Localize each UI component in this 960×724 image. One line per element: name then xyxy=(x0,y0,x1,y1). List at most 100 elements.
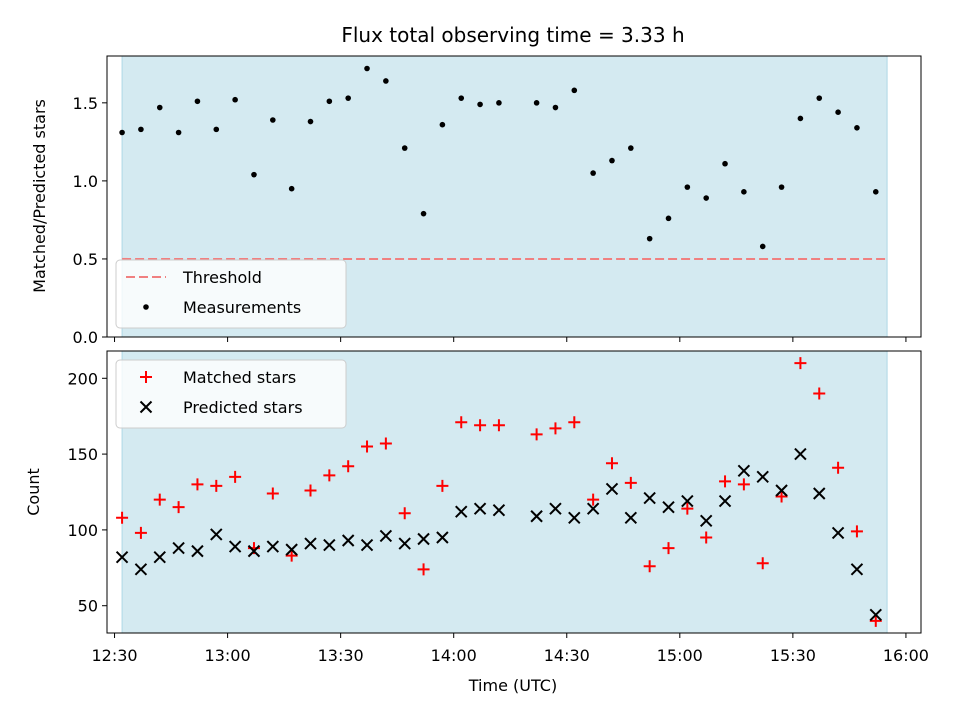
point-measurements xyxy=(609,157,615,164)
point-measurements xyxy=(759,243,766,250)
top-y-axis-label: Matched/Predicted stars xyxy=(30,99,49,293)
point-measurements xyxy=(590,170,596,176)
point-measurements xyxy=(646,235,653,242)
x-tick-label: 15:30 xyxy=(770,646,816,665)
point-predicted-stars xyxy=(285,543,298,556)
y-tick-label: 100 xyxy=(67,521,98,540)
point-measurements xyxy=(496,100,502,106)
point-predicted-stars xyxy=(417,532,430,546)
point-predicted-stars xyxy=(549,502,562,515)
legend-box xyxy=(115,359,347,429)
point-measurements xyxy=(628,145,634,151)
point-matched-stars xyxy=(850,525,863,538)
point-predicted-stars xyxy=(247,544,261,558)
point-matched-stars xyxy=(869,614,882,627)
panel-ratio: 0.0 0.5 1.0 1.5 Threshold Measurements xyxy=(73,55,922,347)
point-matched-stars xyxy=(172,501,185,514)
x-tick-label: 16:00 xyxy=(883,646,929,665)
point-matched-stars xyxy=(624,476,637,489)
point-matched-stars xyxy=(436,479,449,492)
point-measurements xyxy=(797,115,804,122)
x-tick-label: 13:30 xyxy=(318,646,364,665)
point-predicted-stars xyxy=(304,537,317,550)
point-predicted-stars xyxy=(228,540,242,553)
point-matched-stars xyxy=(492,419,505,432)
point-measurements xyxy=(477,101,483,108)
point-measurements xyxy=(703,195,709,201)
point-measurements xyxy=(251,171,257,178)
point-matched-stars xyxy=(756,557,769,570)
legend-count: Matched stars Predicted stars xyxy=(115,359,347,429)
panel-count: 50 100 150 200 12:30 13:00 13:30 14:00 14:30 15:0… xyxy=(67,350,929,665)
point-matched-stars xyxy=(681,502,694,515)
point-measurements xyxy=(288,185,295,192)
legend-label: Matched stars xyxy=(183,368,296,387)
point-predicted-stars xyxy=(756,470,769,484)
point-predicted-stars xyxy=(586,502,600,515)
point-measurements xyxy=(458,95,465,101)
legend-label: Measurements xyxy=(183,298,301,317)
y-tick-label: 50 xyxy=(78,597,98,616)
point-matched-stars xyxy=(813,387,826,400)
point-measurements xyxy=(213,126,220,133)
point-measurements xyxy=(872,189,879,195)
point-predicted-stars xyxy=(775,484,788,497)
point-predicted-stars xyxy=(379,529,393,543)
point-measurements xyxy=(533,100,540,106)
point-measurements xyxy=(345,95,351,101)
point-predicted-stars xyxy=(605,482,619,496)
point-matched-stars xyxy=(737,478,750,491)
point-predicted-stars xyxy=(850,563,864,576)
x-tick-label: 12:30 xyxy=(91,646,137,665)
point-measurements xyxy=(439,121,446,128)
point-matched-stars xyxy=(417,563,430,576)
point-measurements xyxy=(552,104,559,111)
y-tick-label: 150 xyxy=(67,445,98,464)
point-predicted-stars xyxy=(794,447,807,461)
point-predicted-stars xyxy=(681,494,694,508)
point-matched-stars xyxy=(379,437,392,450)
point-predicted-stars xyxy=(341,534,355,547)
point-predicted-stars xyxy=(530,510,543,523)
point-predicted-stars xyxy=(699,514,713,528)
axes-frame-count xyxy=(106,350,922,634)
point-matched-stars xyxy=(643,560,656,573)
legend-label: Threshold xyxy=(182,268,262,287)
point-measurements xyxy=(138,126,144,133)
point-matched-stars xyxy=(794,357,807,370)
y-tick-label: 1.0 xyxy=(73,172,98,191)
point-matched-stars xyxy=(455,416,468,429)
point-matched-stars xyxy=(587,493,600,506)
legend-box xyxy=(115,259,347,329)
point-matched-stars xyxy=(530,428,543,441)
point-predicted-stars xyxy=(172,541,185,555)
point-matched-stars xyxy=(266,487,279,500)
point-measurements xyxy=(383,78,389,84)
legend-handle-predicted xyxy=(139,400,153,414)
chart-title: Flux total observing time = 3.33 h xyxy=(341,23,684,47)
legend-handle-measurements xyxy=(143,304,149,310)
point-measurements xyxy=(835,109,841,115)
point-matched-stars xyxy=(700,531,713,544)
point-predicted-stars xyxy=(831,526,845,540)
point-matched-stars xyxy=(568,416,581,429)
point-predicted-stars xyxy=(624,511,638,524)
point-measurements xyxy=(270,117,276,123)
point-predicted-stars xyxy=(492,503,506,517)
point-predicted-stars xyxy=(718,494,732,508)
x-tick-label: 13:00 xyxy=(205,646,251,665)
point-measurements xyxy=(156,104,163,111)
point-matched-stars xyxy=(304,484,317,497)
point-matched-stars xyxy=(210,479,223,492)
point-predicted-stars xyxy=(360,538,374,552)
point-matched-stars xyxy=(662,542,675,555)
y-tick-label: 0.5 xyxy=(73,250,98,269)
point-matched-stars xyxy=(342,460,355,473)
point-matched-stars xyxy=(398,507,411,520)
point-matched-stars xyxy=(191,478,204,491)
point-predicted-stars xyxy=(473,502,487,515)
point-measurements xyxy=(175,129,182,136)
point-predicted-stars xyxy=(323,538,336,552)
x-tick-label: 14:30 xyxy=(544,646,590,665)
